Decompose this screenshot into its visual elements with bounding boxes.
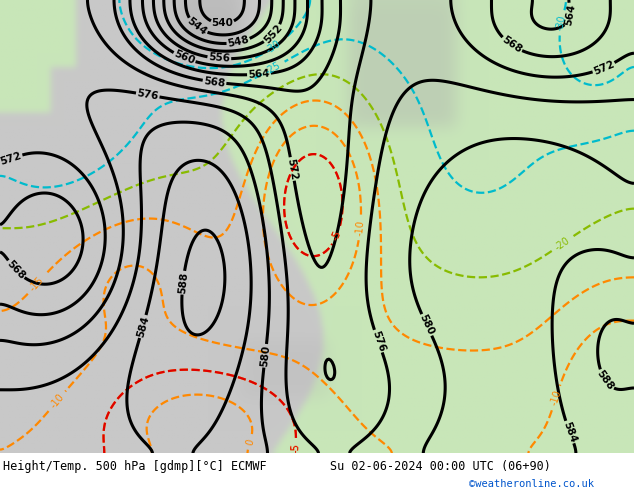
Text: -5: -5 xyxy=(290,442,301,453)
Text: -30: -30 xyxy=(264,39,283,56)
Text: 588: 588 xyxy=(595,368,616,392)
Text: -10: -10 xyxy=(548,389,563,407)
Text: 0: 0 xyxy=(244,438,256,446)
Text: -30: -30 xyxy=(555,14,568,31)
Text: -15: -15 xyxy=(27,275,46,294)
Text: -10: -10 xyxy=(354,219,366,236)
Text: -25: -25 xyxy=(264,60,283,76)
Text: 572: 572 xyxy=(285,157,299,181)
Text: 580: 580 xyxy=(418,313,436,337)
Text: 572: 572 xyxy=(0,151,23,167)
Text: 560: 560 xyxy=(172,49,197,67)
Text: -5: -5 xyxy=(290,442,301,453)
Text: Height/Temp. 500 hPa [gdmp][°C] ECMWF: Height/Temp. 500 hPa [gdmp][°C] ECMWF xyxy=(3,460,267,473)
Text: -5: -5 xyxy=(330,229,344,242)
Text: 584: 584 xyxy=(561,420,578,444)
Text: 568: 568 xyxy=(500,35,524,55)
Text: 540: 540 xyxy=(212,19,233,28)
Text: 544: 544 xyxy=(185,16,209,37)
Text: 568: 568 xyxy=(4,258,27,281)
Text: 576: 576 xyxy=(136,88,159,102)
Text: 564: 564 xyxy=(248,69,270,80)
Text: -20: -20 xyxy=(553,235,572,252)
Text: 572: 572 xyxy=(592,59,616,77)
Text: 556: 556 xyxy=(208,52,231,64)
Text: 568: 568 xyxy=(203,75,226,89)
Text: 548: 548 xyxy=(226,35,250,49)
Text: ©weatheronline.co.uk: ©weatheronline.co.uk xyxy=(469,480,594,490)
Text: 564: 564 xyxy=(563,3,577,26)
Text: 552: 552 xyxy=(262,23,284,46)
Text: 576: 576 xyxy=(370,329,387,353)
Text: 588: 588 xyxy=(177,271,189,294)
Text: -10: -10 xyxy=(48,392,66,411)
Text: 584: 584 xyxy=(135,315,151,339)
Text: -5: -5 xyxy=(330,229,344,242)
Text: 580: 580 xyxy=(259,344,271,367)
Text: Su 02-06-2024 00:00 UTC (06+90): Su 02-06-2024 00:00 UTC (06+90) xyxy=(330,460,550,473)
